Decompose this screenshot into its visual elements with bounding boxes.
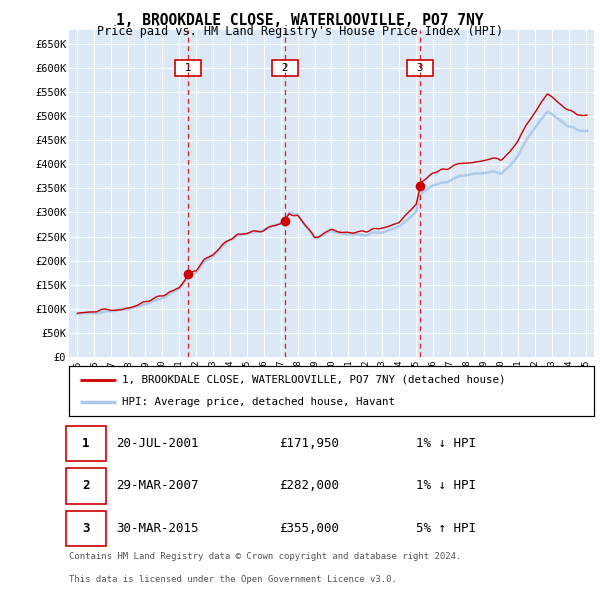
Text: Contains HM Land Registry data © Crown copyright and database right 2024.: Contains HM Land Registry data © Crown c… [69,552,461,561]
FancyBboxPatch shape [67,425,106,461]
Text: HPI: Average price, detached house, Havant: HPI: Average price, detached house, Hava… [121,398,395,408]
Text: 3: 3 [82,522,90,535]
Text: 1: 1 [82,437,90,450]
Text: 1, BROOKDALE CLOSE, WATERLOOVILLE, PO7 7NY (detached house): 1, BROOKDALE CLOSE, WATERLOOVILLE, PO7 7… [121,375,505,385]
Text: 1, BROOKDALE CLOSE, WATERLOOVILLE, PO7 7NY: 1, BROOKDALE CLOSE, WATERLOOVILLE, PO7 7… [116,13,484,28]
Text: 1% ↓ HPI: 1% ↓ HPI [415,437,476,450]
Text: Price paid vs. HM Land Registry's House Price Index (HPI): Price paid vs. HM Land Registry's House … [97,25,503,38]
Text: 2: 2 [82,479,90,492]
Text: 20-JUL-2001: 20-JUL-2001 [116,437,199,450]
Text: 3: 3 [410,63,430,73]
Text: 2: 2 [275,63,295,73]
FancyBboxPatch shape [67,510,106,546]
FancyBboxPatch shape [67,468,106,504]
Text: £282,000: £282,000 [279,479,339,492]
Text: £355,000: £355,000 [279,522,339,535]
Text: 1: 1 [178,63,199,73]
Text: This data is licensed under the Open Government Licence v3.0.: This data is licensed under the Open Gov… [69,575,397,584]
Text: 1% ↓ HPI: 1% ↓ HPI [415,479,476,492]
Text: £171,950: £171,950 [279,437,339,450]
Text: 5% ↑ HPI: 5% ↑ HPI [415,522,476,535]
Text: 30-MAR-2015: 30-MAR-2015 [116,522,199,535]
Text: 29-MAR-2007: 29-MAR-2007 [116,479,199,492]
